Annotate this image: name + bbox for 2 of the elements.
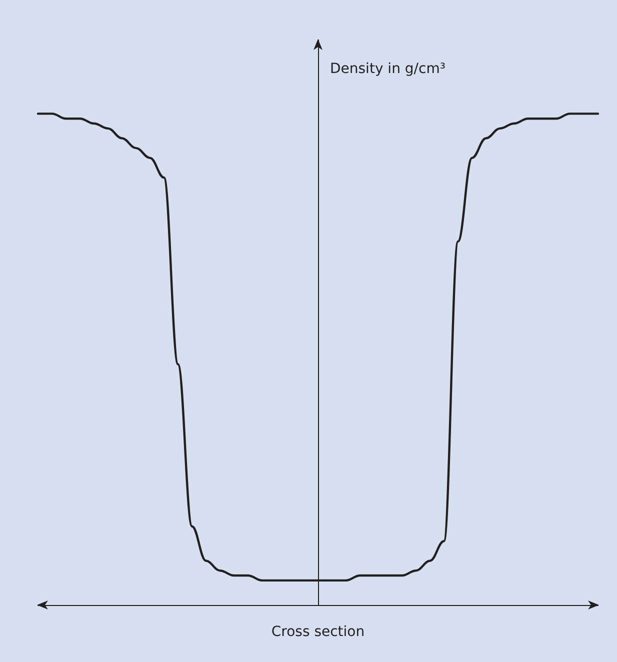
x-axis-title: Cross section	[271, 624, 365, 640]
y-axis-title: Density in g/cm³	[330, 61, 446, 77]
